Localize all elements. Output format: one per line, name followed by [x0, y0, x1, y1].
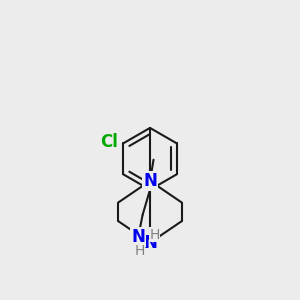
- Text: H: H: [149, 227, 160, 242]
- Text: N: N: [143, 172, 157, 190]
- Text: H: H: [134, 244, 145, 258]
- Text: N: N: [131, 228, 145, 246]
- Text: Cl: Cl: [100, 133, 118, 151]
- Text: N: N: [143, 234, 157, 252]
